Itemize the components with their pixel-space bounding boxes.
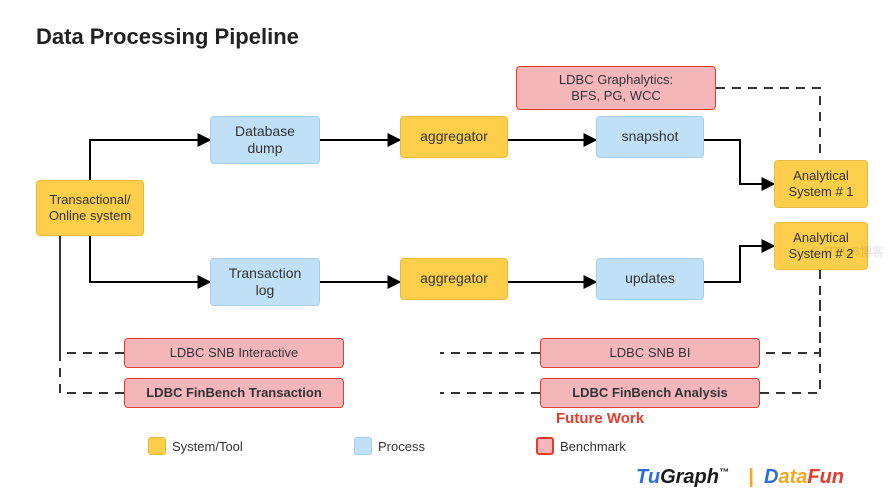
legend-label-system: System/Tool xyxy=(172,439,243,454)
page-title: Data Processing Pipeline xyxy=(36,24,299,50)
node-agg1: aggregator xyxy=(400,116,508,158)
watermark: © ITPUB博客 xyxy=(812,242,884,259)
brand-tugraph: TuGraph™ xyxy=(636,466,729,489)
node-upd: updates xyxy=(596,258,704,300)
legend-swatch-system xyxy=(148,437,166,455)
node-dbdump: Databasedump xyxy=(210,116,320,164)
node-txsys: Transactional/Online system xyxy=(36,180,144,236)
node-txlog: Transactionlog xyxy=(210,258,320,306)
node-graphalytics: LDBC Graphalytics:BFS, PG, WCC xyxy=(516,66,716,110)
legend-label-benchmark: Benchmark xyxy=(560,439,626,454)
legend-label-process: Process xyxy=(378,439,425,454)
node-snap: snapshot xyxy=(596,116,704,158)
node-agg2: aggregator xyxy=(400,258,508,300)
node-snbbi: LDBC SNB BI xyxy=(540,338,760,368)
node-ana1: AnalyticalSystem # 1 xyxy=(774,160,868,208)
legend-swatch-process xyxy=(354,437,372,455)
legend-swatch-benchmark xyxy=(536,437,554,455)
brand-separator: | xyxy=(748,466,754,489)
node-finbtx: LDBC FinBench Transaction xyxy=(124,378,344,408)
future-work-label: Future Work xyxy=(556,410,644,427)
node-snbint: LDBC SNB Interactive xyxy=(124,338,344,368)
node-finban: LDBC FinBench Analysis xyxy=(540,378,760,408)
connectors xyxy=(0,0,890,501)
brand-datafun: DataFun xyxy=(764,466,844,489)
